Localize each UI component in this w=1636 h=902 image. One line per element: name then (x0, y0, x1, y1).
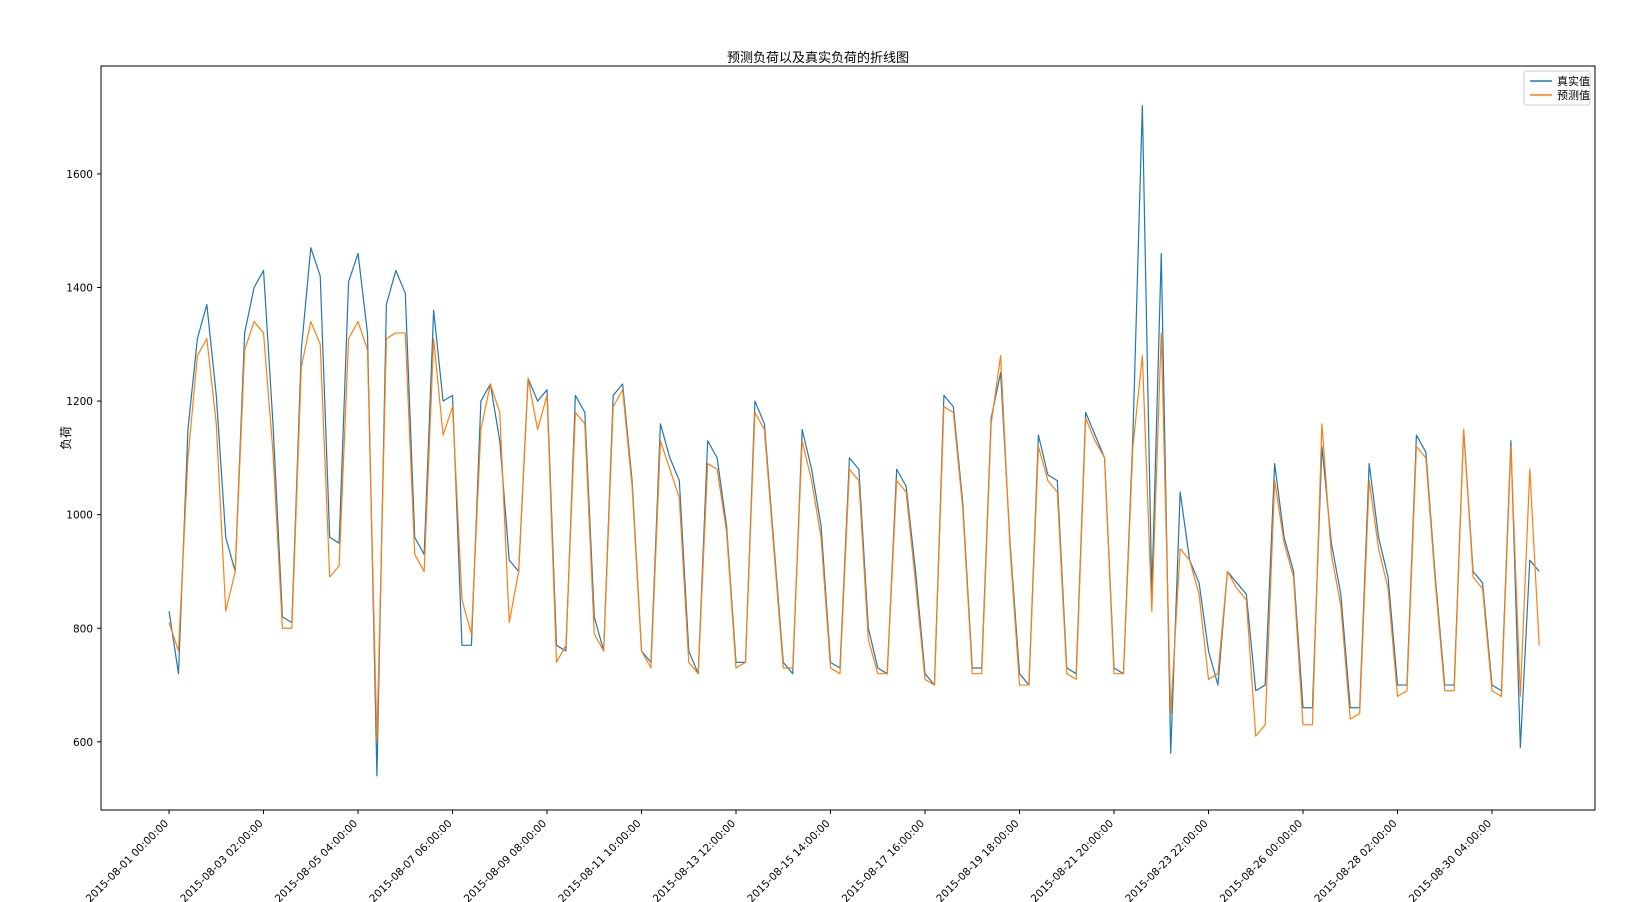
x-tick-label-1: 2015-08-03 02:00:00 (178, 818, 265, 902)
x-tick-label-5: 2015-08-11 10:00:00 (556, 818, 643, 902)
series-line-1 (168, 320, 1540, 743)
x-axis: 2015-08-01 00:00:00 2015-08-03 02:00:00 20… (84, 810, 1494, 902)
x-tick-label-4: 2015-08-09 08:00:00 (462, 818, 549, 902)
x-tick-label-10: 2015-08-21 20:00:00 (1029, 818, 1116, 902)
y-tick-label-2: 1000 (66, 510, 93, 522)
plot-frame (100, 65, 1596, 811)
series-layer (168, 105, 1540, 777)
y-tick-label-1: 800 (73, 623, 93, 635)
x-tick-label-0: 2015-08-01 00:00:00 (84, 818, 171, 902)
x-tick-label-6: 2015-08-13 12:00:00 (651, 818, 738, 902)
x-tick-label-3: 2015-08-07 06:00:00 (367, 818, 454, 902)
x-tick-label-13: 2015-08-28 02:00:00 (1312, 818, 1399, 902)
x-tick-label-2: 2015-08-05 04:00:00 (273, 818, 360, 902)
x-tick-label-9: 2015-08-19 18:00:00 (934, 818, 1021, 902)
y-tick-label-0: 600 (73, 737, 93, 749)
y-tick-label-4: 1400 (66, 282, 93, 294)
y-tick-label-3: 1200 (66, 396, 93, 408)
series-line-0 (168, 105, 1540, 777)
legend-label-1: 预测值 (1557, 89, 1590, 102)
chart-title: 预测负荷以及真实负荷的折线图 (727, 50, 909, 66)
legend-label-0: 真实值 (1557, 74, 1590, 88)
legend-box (1523, 70, 1591, 106)
x-tick-label-8: 2015-08-17 16:00:00 (840, 818, 927, 902)
x-tick-label-11: 2015-08-23 22:00:00 (1123, 818, 1210, 902)
y-axis-label: 负荷 (59, 426, 73, 450)
x-tick-label-14: 2015-08-30 04:00:00 (1407, 818, 1494, 902)
x-tick-label-7: 2015-08-15 14:00:00 (745, 818, 832, 902)
y-tick-label-5: 1600 (66, 169, 93, 181)
y-axis: 600 800 1000 1200 1400 1600 (66, 169, 101, 749)
x-tick-label-12: 2015-08-26 00:00:00 (1218, 818, 1305, 902)
